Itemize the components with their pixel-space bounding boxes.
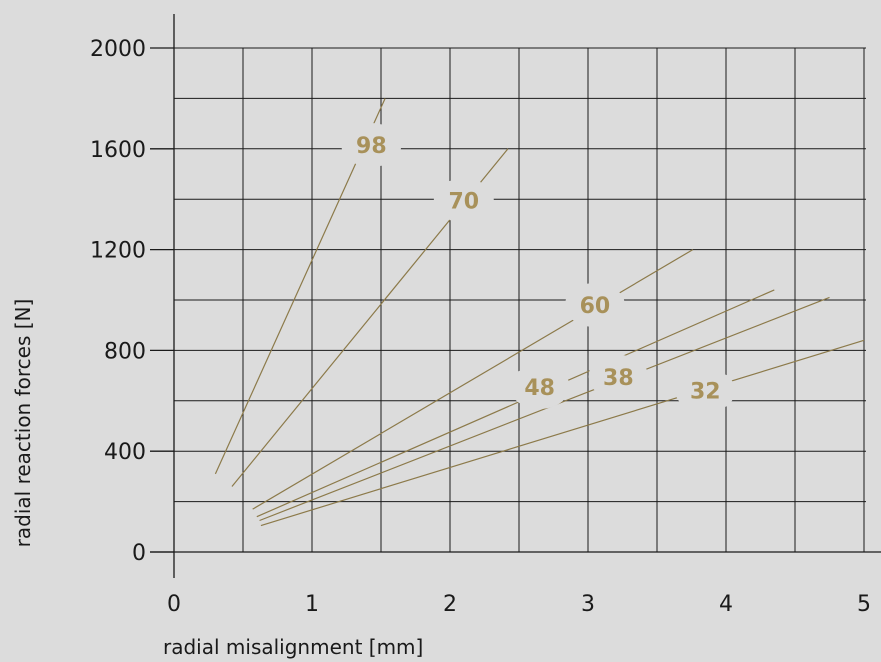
series-label-background [564,283,625,328]
y-axis-title: radial reaction forces [N] [11,299,35,548]
tick-labels: 0 400 800 1200 1600 2000 0 1 2 3 4 5 [90,37,871,617]
series-label-background [433,178,494,223]
series-labels: 98 70 60 48 38 32 [341,123,736,413]
y-tick-label: 2000 [90,37,146,62]
x-tick-label: 3 [581,592,595,617]
series-label-background [341,123,402,168]
series-label-48: 48 [524,376,555,401]
series-label-70: 70 [448,189,479,214]
y-tick-label: 1200 [90,239,146,264]
x-tick-label: 2 [443,592,457,617]
x-tick-label: 4 [719,592,733,617]
series-line-38 [259,296,830,522]
y-tick-label: 800 [104,339,146,364]
grid [174,47,866,552]
series-line-48 [256,289,775,518]
x-tick-label: 5 [857,592,871,617]
series-label-38: 38 [603,366,634,391]
series-label-60: 60 [580,294,611,319]
y-tick-label: 1600 [90,138,146,163]
x-tick-label: 1 [305,592,319,617]
series-label-background [675,368,736,413]
series-label-32: 32 [690,380,721,405]
series-label-98: 98 [356,134,387,159]
x-axis-title: radial misalignment [mm] [163,635,423,659]
x-tick-label: 0 [167,592,181,617]
series-line-32 [260,339,865,527]
axes [150,14,881,578]
series-label-background [588,354,649,399]
series-group [214,98,865,527]
y-tick-label: 400 [104,440,146,465]
y-tick-label: 0 [132,541,146,566]
series-label-background [509,364,570,409]
